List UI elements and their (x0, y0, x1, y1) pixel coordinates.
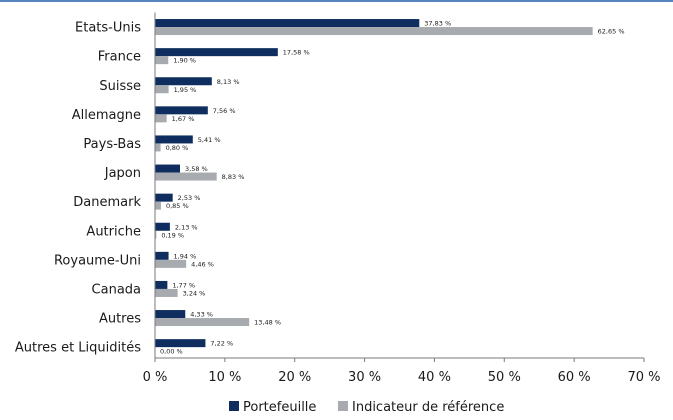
bar-indicateur (155, 230, 157, 239)
category-label: Suisse (99, 79, 141, 94)
bar-portefeuille (155, 164, 181, 173)
data-label-portefeuille: 7,56 % (213, 107, 236, 115)
data-label-indicateur: 62,65 % (598, 28, 625, 36)
x-tick-label: 10 % (208, 370, 241, 385)
data-labels: 37,83 % 62,65 % 17,58 % 1,90 % 8,13 % 1,95 % 7… (160, 20, 625, 356)
bar-portefeuille (155, 48, 278, 57)
data-label-indicateur: 0,85 % (166, 202, 189, 210)
data-label-portefeuille: 17,58 % (283, 49, 310, 57)
bar-portefeuille (155, 77, 212, 86)
category-labels: Etats-Unis France Suisse Allemagne Pays-Bas J… (15, 21, 142, 356)
data-label-indicateur: 0,80 % (166, 144, 189, 152)
bar-indicateur (155, 172, 217, 181)
x-tick-label: 0 % (143, 370, 168, 385)
bar-indicateur (155, 259, 187, 268)
data-label-portefeuille: 7,22 % (210, 340, 233, 348)
data-label-portefeuille: 8,13 % (217, 78, 240, 86)
data-label-indicateur: 0,00 % (160, 348, 183, 356)
bar-portefeuille (155, 280, 168, 289)
data-label-indicateur: 3,24 % (183, 289, 206, 297)
data-label-indicateur: 1,67 % (172, 115, 195, 123)
bar-indicateur (155, 27, 593, 36)
category-label: Canada (92, 282, 141, 297)
bar-portefeuille (155, 251, 169, 260)
data-label-portefeuille: 5,41 % (198, 136, 221, 144)
category-label: Japon (104, 166, 141, 181)
category-label: Pays-Bas (83, 137, 141, 152)
legend: Portefeuille Indicateur de référence (229, 400, 504, 415)
legend-swatch-portefeuille (229, 401, 239, 411)
x-tick-label: 70 % (627, 370, 660, 385)
data-label-portefeuille: 37,83 % (424, 20, 451, 28)
bar-indicateur (155, 288, 178, 297)
data-label-portefeuille: 3,58 % (185, 165, 208, 173)
data-label-indicateur: 1,95 % (174, 86, 197, 94)
category-label: Allemagne (72, 108, 141, 123)
bar-portefeuille (155, 135, 193, 144)
data-label-portefeuille: 2,13 % (175, 223, 198, 231)
category-label: Autres et Liquidités (15, 341, 141, 356)
category-label: Autriche (86, 224, 141, 239)
bar-indicateur (155, 85, 169, 94)
x-tick-label: 30 % (348, 370, 381, 385)
bar-indicateur (155, 143, 161, 152)
category-label: Etats-Unis (75, 21, 141, 36)
bar-portefeuille (155, 193, 173, 202)
bar-indicateur (155, 56, 169, 65)
data-label-indicateur: 4,46 % (191, 260, 214, 268)
category-label: France (98, 50, 141, 65)
bar-portefeuille (155, 339, 206, 348)
data-label-indicateur: 1,90 % (173, 57, 196, 65)
category-label: Royaume-Uni (54, 253, 141, 268)
x-tick-label: 50 % (488, 370, 521, 385)
legend-label-indicateur: Indicateur de référence (352, 400, 504, 415)
bar-portefeuille (155, 19, 420, 28)
legend-label-portefeuille: Portefeuille (243, 400, 316, 415)
bar-portefeuille (155, 310, 186, 319)
data-label-portefeuille: 2,53 % (178, 194, 201, 202)
data-label-portefeuille: 1,77 % (172, 281, 195, 289)
bars-layer (155, 19, 593, 348)
legend-swatch-indicateur (338, 401, 348, 411)
bar-indicateur (155, 201, 161, 210)
data-label-indicateur: 0,19 % (161, 231, 184, 239)
bar-indicateur (155, 114, 167, 123)
data-label-indicateur: 13,48 % (254, 319, 281, 327)
x-tick-label: 20 % (278, 370, 311, 385)
bar-portefeuille (155, 106, 208, 115)
data-label-portefeuille: 4,33 % (190, 311, 213, 319)
x-tick-label: 60 % (558, 370, 591, 385)
category-label: Danemark (73, 195, 141, 210)
x-tick-label: 40 % (418, 370, 451, 385)
data-label-indicateur: 8,83 % (222, 173, 245, 181)
x-axis: 0 % 10 % 20 % 30 % 40 % 50 % 60 % 70 % (143, 12, 661, 385)
bar-indicateur (155, 318, 250, 327)
bar-portefeuille (155, 222, 170, 231)
category-label: Autres (99, 312, 141, 327)
data-label-portefeuille: 1,94 % (174, 252, 197, 260)
